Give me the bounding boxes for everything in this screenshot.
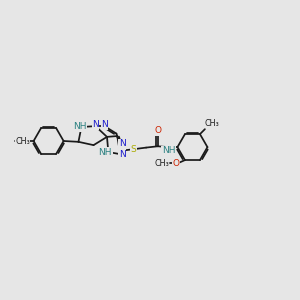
- Text: S: S: [130, 145, 136, 154]
- Text: N: N: [101, 120, 108, 129]
- Text: CH₃: CH₃: [154, 159, 169, 168]
- Text: N: N: [119, 150, 126, 159]
- Text: CH₃: CH₃: [15, 136, 30, 146]
- Text: NH: NH: [99, 148, 112, 157]
- Text: N: N: [119, 139, 125, 148]
- Text: N: N: [92, 120, 99, 129]
- Text: CH₃: CH₃: [205, 119, 220, 128]
- Text: O: O: [154, 126, 161, 135]
- Text: O: O: [172, 159, 179, 168]
- Text: NH: NH: [73, 122, 87, 131]
- Text: O: O: [20, 136, 28, 146]
- Text: NH: NH: [162, 146, 175, 155]
